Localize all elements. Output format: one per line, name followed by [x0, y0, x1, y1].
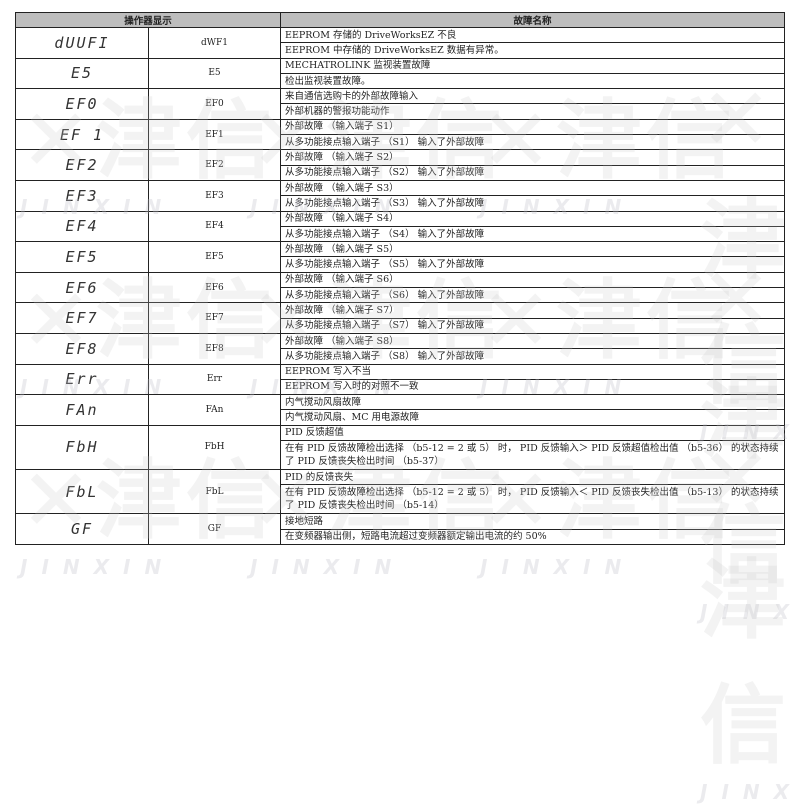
operator-display: EF7 [15, 302, 149, 334]
table-row: FbL FbL PID 的反馈丧失 [15, 469, 785, 515]
fault-description: EEPROM 写入不当 [280, 363, 785, 380]
table-row: EF6 EF6 外部故障 （输入端子 S6） [15, 271, 785, 304]
fault-description: 内气搅动风扇故障 [280, 394, 785, 411]
operator-display: EF 1 [15, 118, 149, 151]
fault-description: 从多功能接点输入端子 （S4） 输入了外部故障 [280, 225, 785, 243]
fault-code: GF [147, 513, 282, 545]
fault-description: 外部故障 （输入端子 S5） [280, 241, 785, 258]
fault-description: 从多功能接点输入端子 （S6） 输入了外部故障 [280, 287, 785, 304]
fault-description: 外部故障 （输入端子 S7） [280, 302, 785, 319]
fault-code: Err [147, 363, 282, 396]
fault-description: 从多功能接点输入端子 （S1） 输入了外部故障 [280, 134, 785, 151]
table-row: EF7 EF7 外部故障 （输入端子 S7） [15, 302, 785, 334]
fault-description: PID 的反馈丧失 [280, 469, 785, 486]
header-display: 操作器显示 [14, 12, 282, 28]
fault-description: 从多功能接点输入端子 （S3） 输入了外部故障 [280, 195, 785, 212]
fault-code: FbL [147, 469, 282, 515]
table-row: EF8 EF8 外部故障 （输入端子 S8） [15, 332, 785, 365]
table-row: EF2 EF2 外部故障 （输入端子 S2） [15, 149, 785, 181]
table-row: FAn FAn 内气搅动风扇故障 [15, 394, 785, 426]
operator-display: FbL [15, 469, 149, 515]
fault-description: 接地短路 [280, 513, 785, 530]
fault-description: 在变频器输出侧，短路电流超过变频器额定输出电流的约 50% [280, 528, 785, 545]
fault-table: 操作器显示 故障名称 dUUFI dWF1 EEPROM 存储的 DriveWork… [14, 12, 785, 545]
table-row: 在变频器输出侧，短路电流超过变频器额定输出电流的约 50% [16, 528, 785, 545]
fault-description: PID 反馈超值 [280, 424, 785, 442]
fault-code: dWF1 [147, 27, 282, 59]
operator-display: Err [15, 363, 149, 396]
header-fault-name: 故障名称 [280, 12, 785, 28]
fault-code: EF3 [147, 179, 282, 212]
fault-code: FbH [147, 424, 282, 471]
fault-description: 在有 PID 反馈故障检出选择 （b5-12 = 2 或 5） 时， PID 反… [280, 440, 785, 471]
operator-display: EF5 [15, 241, 149, 273]
table-row: EF3 EF3 外部故障 （输入端子 S3） [15, 179, 785, 212]
fault-code: EF2 [147, 149, 282, 181]
operator-display: EF8 [15, 332, 149, 365]
fault-description: 从多功能接点输入端子 （S8） 输入了外部故障 [280, 348, 785, 365]
fault-description: MECHATROLINK 监视装置故障 [280, 57, 785, 74]
operator-display: FAn [15, 394, 149, 426]
fault-description: EEPROM 中存储的 DriveWorksEZ 数据有异常。 [280, 42, 785, 59]
fault-description: 外部故障 （输入端子 S4） [280, 210, 785, 227]
table-row: FbH FbH PID 反馈超值 [15, 424, 785, 471]
fault-description: 在有 PID 反馈故障检出选择 （b5-12 = 2 或 5） 时， PID 反… [280, 484, 785, 515]
table-row: GF GF 接地短路 [15, 513, 785, 545]
operator-display: GF [15, 513, 149, 545]
table-row: EF5 EF5 外部故障 （输入端子 S5） [15, 241, 785, 273]
fault-description: 从多功能接点输入端子 （S5） 输入了外部故障 [280, 256, 785, 273]
fault-description: 从多功能接点输入端子 （S7） 输入了外部故障 [280, 317, 785, 334]
watermark-sub: JINXIN [700, 600, 800, 624]
fault-code: FAn [147, 394, 282, 426]
fault-description: 内气搅动风扇、MC 用电源故障 [280, 409, 785, 426]
fault-code: E5 [147, 57, 282, 90]
fault-code: EF7 [147, 302, 282, 334]
fault-code: EF0 [147, 88, 282, 120]
fault-description: 来自通信选购卡的外部故障输入 [280, 88, 785, 105]
operator-display: FbH [15, 424, 149, 471]
operator-display: EF0 [15, 88, 149, 120]
table-row: dUUFI dWF1 EEPROM 存储的 DriveWorksEZ 不良 [15, 26, 785, 59]
fault-description: 外部故障 （输入端子 S2） [280, 149, 785, 166]
fault-code: EF8 [147, 332, 282, 365]
fault-description: 外部故障 （输入端子 S1） [280, 118, 785, 136]
watermark-sub: JINXIN [700, 780, 800, 804]
fault-code: EF6 [147, 271, 282, 304]
fault-code: EF4 [147, 210, 282, 243]
operator-display: EF4 [15, 210, 149, 243]
watermark-sub: JINXIN [250, 555, 406, 579]
operator-display: EF6 [15, 271, 149, 304]
fault-description: 检出监视装置故障。 [280, 72, 785, 90]
operator-display: dUUFI [15, 27, 149, 59]
table-row: E5 E5 MECHATROLINK 监视装置故障 [15, 57, 785, 90]
watermark-sub: JINXIN [480, 555, 636, 579]
fault-description: EEPROM 存储的 DriveWorksEZ 不良 [280, 26, 785, 44]
table-row: EF4 EF4 外部故障 （输入端子 S4） [15, 210, 785, 243]
operator-display: E5 [15, 57, 149, 90]
fault-description: 外部故障 （输入端子 S3） [280, 179, 785, 197]
fault-description: 从多功能接点输入端子 （S2） 输入了外部故障 [280, 164, 785, 181]
fault-description: EEPROM 写入时的对照不一致 [280, 378, 785, 396]
table-row: EF0 EF0 来自通信选购卡的外部故障输入 [15, 88, 785, 120]
watermark-sub: JINXIN [20, 555, 176, 579]
fault-description: 外部故障 （输入端子 S6） [280, 271, 785, 289]
table-row: EF 1 EF1 外部故障 （输入端子 S1） [15, 118, 785, 151]
fault-description: 外部故障 （输入端子 S8） [280, 332, 785, 350]
table-row: Err Err EEPROM 写入不当 [15, 363, 785, 396]
operator-display: EF3 [15, 179, 149, 212]
fault-code: EF1 [147, 118, 282, 151]
fault-code: EF5 [147, 241, 282, 273]
operator-display: EF2 [15, 149, 149, 181]
fault-description: 外部机器的警报功能动作 [280, 103, 785, 120]
table-row: 在有 PID 反馈故障检出选择 （b5-12 = 2 或 5） 时， PID 反… [16, 440, 785, 471]
header-row: 操作器显示 故障名称 [14, 12, 785, 28]
